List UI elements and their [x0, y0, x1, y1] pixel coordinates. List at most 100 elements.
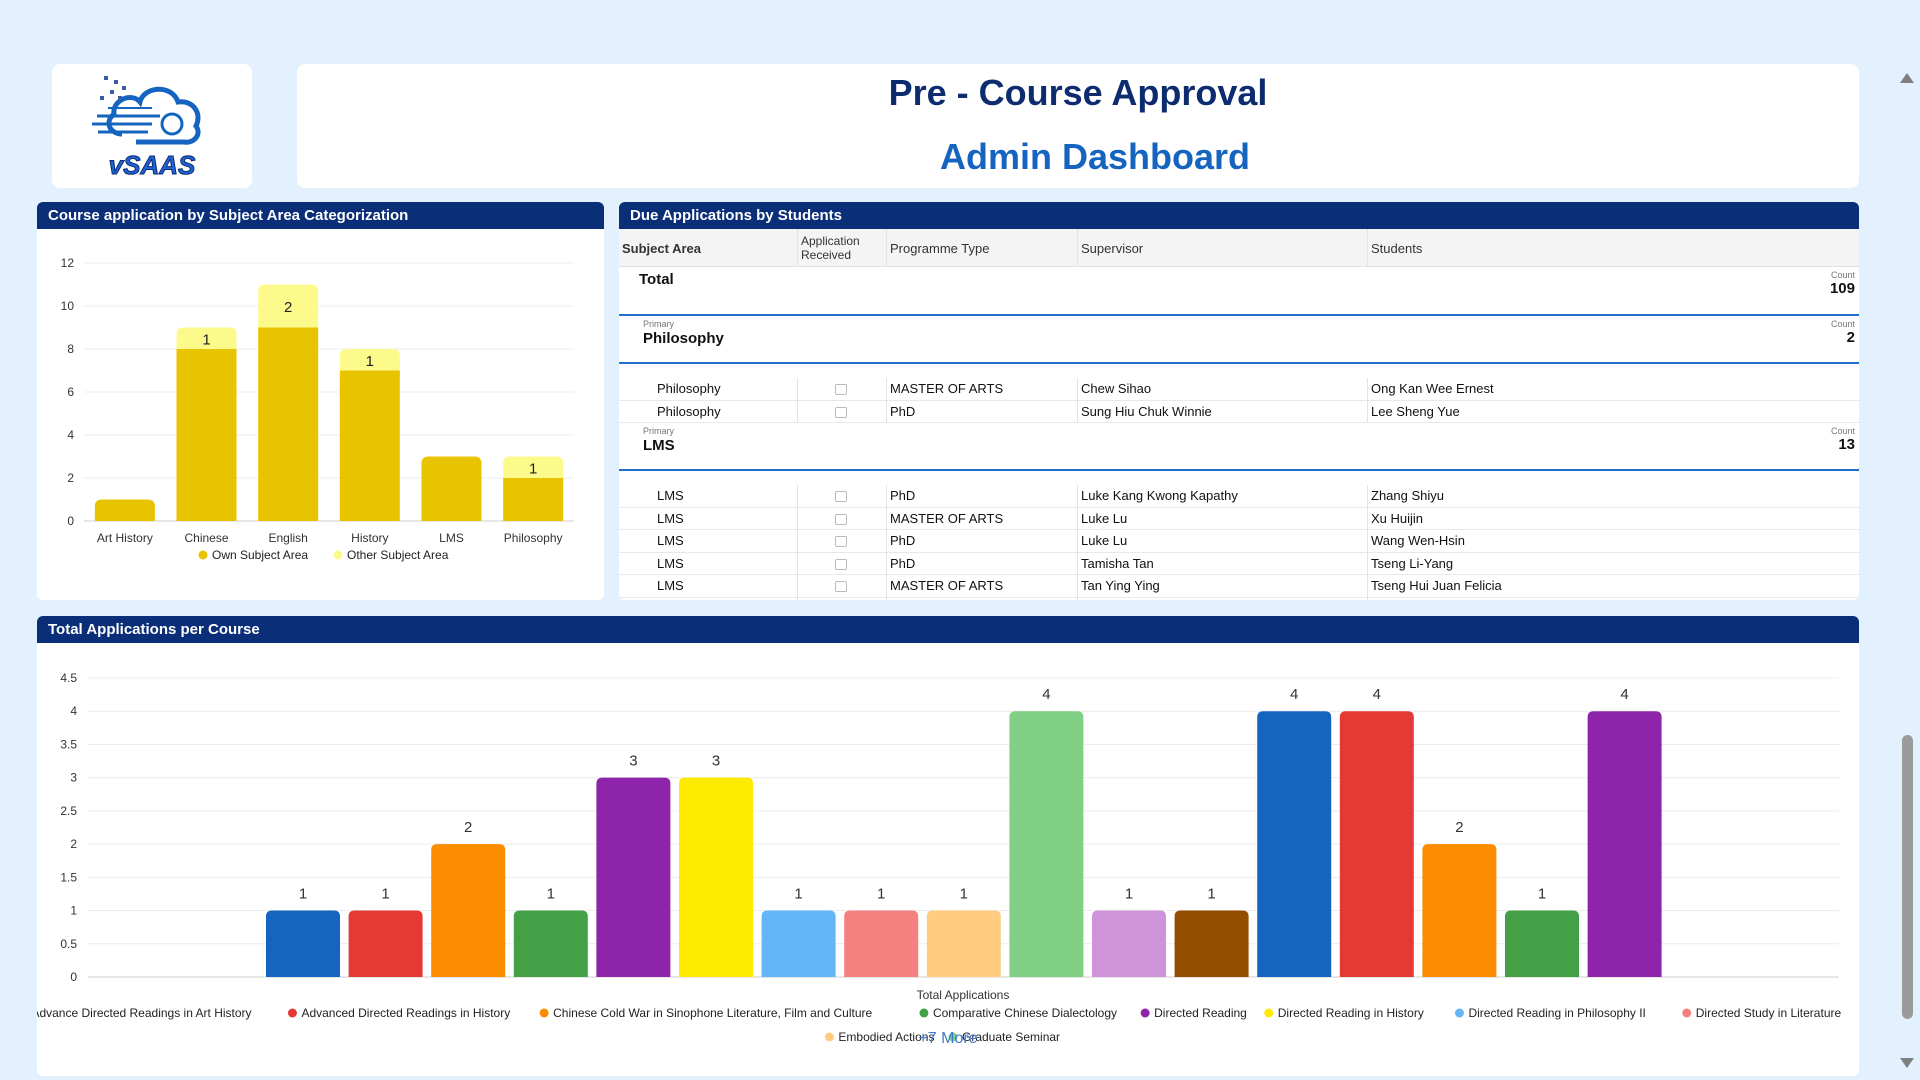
legend-more-link[interactable]: +7 More	[918, 1030, 978, 1047]
group-name: LMS	[643, 437, 675, 454]
course-bar	[266, 910, 340, 977]
cell-application-received	[797, 507, 886, 530]
x-axis-label: Total Applications	[917, 988, 1010, 1002]
group-header-philosophy[interactable]: Primary Philosophy Count 2	[619, 316, 1859, 364]
group-header-lms[interactable]: Primary LMS Count 13	[619, 423, 1859, 471]
course-bar	[1257, 711, 1332, 977]
logo-card: vSAAS	[52, 64, 252, 188]
cell-supervisor: Tan Ying Ying	[1077, 575, 1367, 598]
due-applications-table[interactable]: Subject Area Application Received Progra…	[619, 229, 1859, 600]
course-bar	[596, 777, 671, 977]
svg-text:vSAAS: vSAAS	[109, 150, 196, 180]
y-tick-label: 1	[70, 904, 77, 918]
legend-swatch	[919, 1008, 929, 1018]
subject-area-chart: 0 2 4 6 8 10 12 Art History 1 Chinese 2 English 1 His…	[61, 256, 574, 562]
bar-data-label: 1	[960, 886, 968, 903]
bar-data-label: 4	[1042, 686, 1050, 703]
legend-label: Directed Study in Literature	[1696, 1006, 1842, 1020]
cell-programme-type: MASTER OF ARTS	[886, 575, 1077, 598]
y-tick-label: 3.5	[60, 737, 77, 751]
course-bar	[1092, 910, 1166, 977]
legend-label: Graduate Seminar	[962, 1030, 1060, 1044]
cell-supervisor: Luke Kang Kwong Kapathy	[1077, 485, 1367, 508]
col-programme-type[interactable]: Programme Type	[886, 229, 1077, 267]
legend-swatch	[287, 1008, 297, 1018]
cell-programme-type: MASTER OF ARTS	[886, 507, 1077, 530]
application-received-checkbox[interactable]	[835, 491, 847, 502]
col-students[interactable]: Students	[1367, 229, 1859, 267]
table-row[interactable]: LMS MASTER OF ARTS Luke Lu Xu Huijin	[619, 507, 1859, 530]
application-received-checkbox[interactable]	[835, 513, 847, 525]
group-count: 13	[1838, 436, 1855, 453]
table-row[interactable]: Philosophy PhD Sung Hiu Chuk Winnie Lee She…	[619, 400, 1859, 423]
cell-programme-type: PhD	[886, 485, 1077, 508]
scroll-down-arrow[interactable]	[1900, 1058, 1914, 1068]
bar-data-label: 1	[529, 460, 537, 477]
legend-label: Embodied Actions	[838, 1030, 934, 1044]
table-row[interactable]: LMS PhD Tamisha Tan Tseng Li-Yang	[619, 552, 1859, 575]
bar-data-label: 1	[547, 886, 555, 903]
col-subject-area[interactable]: Subject Area	[622, 240, 701, 256]
scrollbar-thumb[interactable]	[1902, 735, 1913, 1019]
course-bar	[348, 910, 423, 977]
bar-data-label: 3	[629, 753, 637, 770]
bar-own-art-history	[94, 499, 155, 521]
total-applications-panel: Total Applications per Course 0 0.5 1 1.5 2 2…	[37, 616, 1859, 1076]
x-tick-label: English	[268, 531, 307, 545]
course-bar	[1339, 711, 1414, 977]
course-bar	[1009, 711, 1084, 977]
subject-area-panel: Course application by Subject Area Categ…	[37, 202, 604, 600]
bar-other-philosophy	[503, 456, 564, 478]
y-tick-label: 0	[67, 514, 74, 528]
cell-subject-area: LMS	[657, 533, 684, 548]
bar-other-english	[258, 284, 319, 328]
scroll-up-arrow[interactable]	[1900, 73, 1914, 83]
bar-data-label: 1	[202, 331, 210, 348]
legend-label: Comparative Chinese Dialectology	[933, 1006, 1117, 1020]
cell-students: Xu Huijin	[1367, 507, 1859, 530]
legend-label: Own Subject Area	[212, 548, 308, 562]
col-supervisor[interactable]: Supervisor	[1077, 229, 1367, 267]
course-bar	[1422, 844, 1497, 977]
legend-swatch	[333, 550, 343, 560]
total-label: Total	[639, 271, 674, 288]
application-received-checkbox[interactable]	[835, 558, 847, 570]
y-tick-label: 2	[70, 837, 77, 851]
legend-swatch	[1454, 1008, 1464, 1018]
group-spacer	[619, 364, 1859, 378]
table-row[interactable]: LMS PhD Luke Kang Kwong Kapathy Zhang Shiyu	[619, 485, 1859, 508]
application-received-checkbox[interactable]	[835, 581, 847, 592]
col-application-received[interactable]: Application Received	[797, 229, 886, 267]
legend-swatch	[1682, 1008, 1692, 1018]
bar-data-label: 1	[877, 886, 885, 903]
y-tick-label: 4	[70, 704, 77, 718]
table-row[interactable]: LMS MASTER OF ARTS Tan Ying Ying Tseng Hui …	[619, 575, 1859, 598]
legend-label: Advanced Directed Readings in History	[301, 1006, 510, 1020]
application-received-checkbox[interactable]	[835, 406, 847, 418]
y-tick-label: 1.5	[60, 870, 77, 884]
table-row[interactable]: Philosophy MASTER OF ARTS Chew Sihao Ong Ka…	[619, 378, 1859, 401]
group-count: 2	[1846, 329, 1855, 346]
total-count-label: Count	[1830, 270, 1855, 280]
table-row[interactable]: LMS PhD Luke Lu Wang Wen-Hsin	[619, 530, 1859, 553]
course-bar	[844, 910, 919, 977]
y-tick-label: 6	[67, 385, 74, 399]
cell-subject-area: Philosophy	[657, 381, 721, 396]
cell-application-received	[797, 530, 886, 553]
application-received-checkbox[interactable]	[835, 384, 847, 395]
page-title: Pre - Course Approval	[888, 72, 1268, 113]
course-bar	[1174, 910, 1249, 977]
cell-students: Zhang Shiyu	[1367, 485, 1859, 508]
y-tick-label: 4.5	[60, 671, 77, 685]
legend-swatch	[824, 1032, 834, 1042]
table-row[interactable]: LMS PhDChan Hiu Dan AliceSheryl Lim Wen X…	[619, 597, 1859, 600]
y-tick-label: 0	[70, 970, 77, 984]
y-tick-label: 12	[61, 256, 75, 270]
cell-programme-type: PhD	[886, 530, 1077, 553]
legend-swatch	[948, 1032, 958, 1042]
y-tick-label: 8	[67, 342, 74, 356]
group-name: Philosophy	[643, 330, 724, 347]
x-tick-label: Philosophy	[504, 531, 563, 545]
application-received-checkbox[interactable]	[835, 536, 847, 547]
bar-data-label: 1	[381, 886, 389, 903]
